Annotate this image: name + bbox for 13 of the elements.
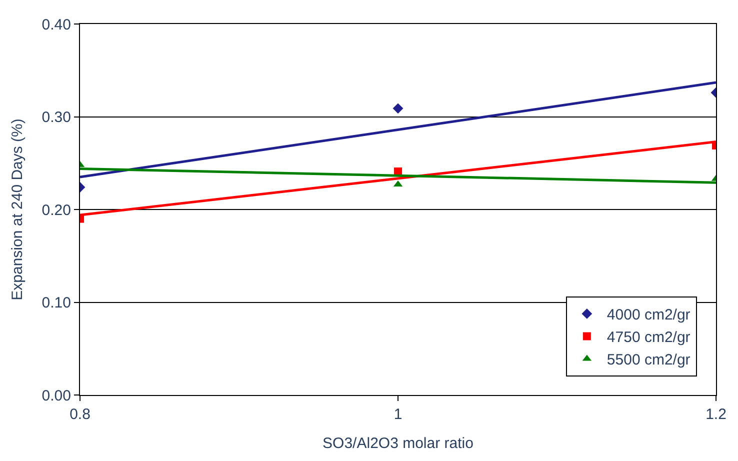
y-tick-label: 0.10: [42, 294, 71, 312]
x-axis-title: SO3/Al2O3 molar ratio: [322, 435, 474, 452]
legend-label: 4000 cm2/gr: [606, 306, 690, 324]
y-tick-label: 0.40: [42, 16, 71, 34]
legend-label: 4750 cm2/gr: [606, 329, 690, 346]
x-tick-label: 1: [394, 406, 402, 423]
x-tick-label: 0.8: [70, 406, 90, 423]
y-tick-label: 0.30: [42, 109, 71, 126]
y-axis-title: Expansion at 240 Days (%): [9, 118, 26, 300]
y-tick-label: 0.20: [42, 202, 71, 219]
y-tick-label: 0.00: [42, 387, 71, 404]
x-tick-label: 1.2: [706, 406, 726, 423]
legend-label: 5500 cm2/gr: [606, 352, 690, 369]
